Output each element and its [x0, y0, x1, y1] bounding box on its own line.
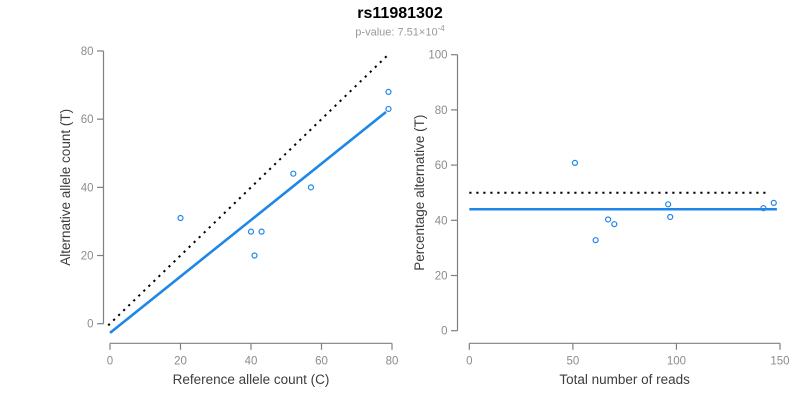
y-tick-label: 0 [87, 319, 93, 331]
pvalue-text: p-value: 7.51×10 [355, 26, 438, 39]
data-point [604, 216, 612, 223]
figure-title: rs11981302 [357, 5, 443, 22]
identity-line [107, 55, 388, 327]
data-point [258, 228, 265, 235]
data-point [307, 184, 315, 191]
data-point [251, 252, 258, 259]
x-tick-label: 0 [466, 355, 472, 367]
x-tick-label: 20 [174, 355, 187, 367]
y-tick-label: 40 [435, 215, 448, 227]
data-point [760, 205, 767, 212]
left-plot: 0 20 40 60 80 0 20 40 60 80 Reference allele count… [58, 46, 398, 387]
data-point [385, 105, 392, 113]
x-tick-label: 100 [667, 355, 686, 367]
data-point [592, 237, 599, 244]
fit-line [109, 110, 387, 334]
x-axis-title: Reference allele count (C) [173, 372, 330, 387]
y-axis-title: Percentage alternative (T) [412, 115, 427, 271]
data-point [667, 213, 674, 221]
y-tick-label: 100 [428, 50, 447, 62]
y-tick-label: 40 [81, 182, 94, 194]
x-tick-label: 40 [245, 355, 258, 367]
data-point [665, 201, 672, 208]
x-tick-label: 60 [315, 355, 328, 367]
data-point [290, 170, 297, 177]
y-tick-label: 20 [81, 251, 94, 263]
data-point [385, 88, 392, 95]
y-tick-label: 80 [81, 46, 94, 58]
y-tick-label: 60 [435, 160, 448, 172]
y-tick-label: 80 [435, 105, 448, 117]
x-tick-label: 80 [386, 355, 399, 367]
pvalue-subtitle: p-value: 7.51×10-4 [0, 24, 800, 39]
data-point [571, 159, 579, 166]
x-axis-title: Total number of reads [559, 372, 690, 387]
data-point [177, 214, 184, 222]
right-plot: 0 20 40 60 80 100 0 50 100 150 Total number of rea… [412, 50, 790, 387]
x-tick-label: 0 [107, 355, 113, 367]
data-point [247, 228, 255, 235]
y-tick-label: 0 [441, 326, 447, 338]
x-tick-label: 150 [770, 355, 789, 367]
y-axis-title: Alternative allele count (T) [58, 109, 73, 266]
data-point [770, 199, 777, 207]
x-tick-label: 50 [566, 355, 579, 367]
pvalue-exponent: -4 [437, 24, 445, 33]
y-tick-label: 60 [81, 114, 94, 126]
y-tick-label: 20 [435, 271, 448, 283]
data-point [611, 221, 618, 228]
